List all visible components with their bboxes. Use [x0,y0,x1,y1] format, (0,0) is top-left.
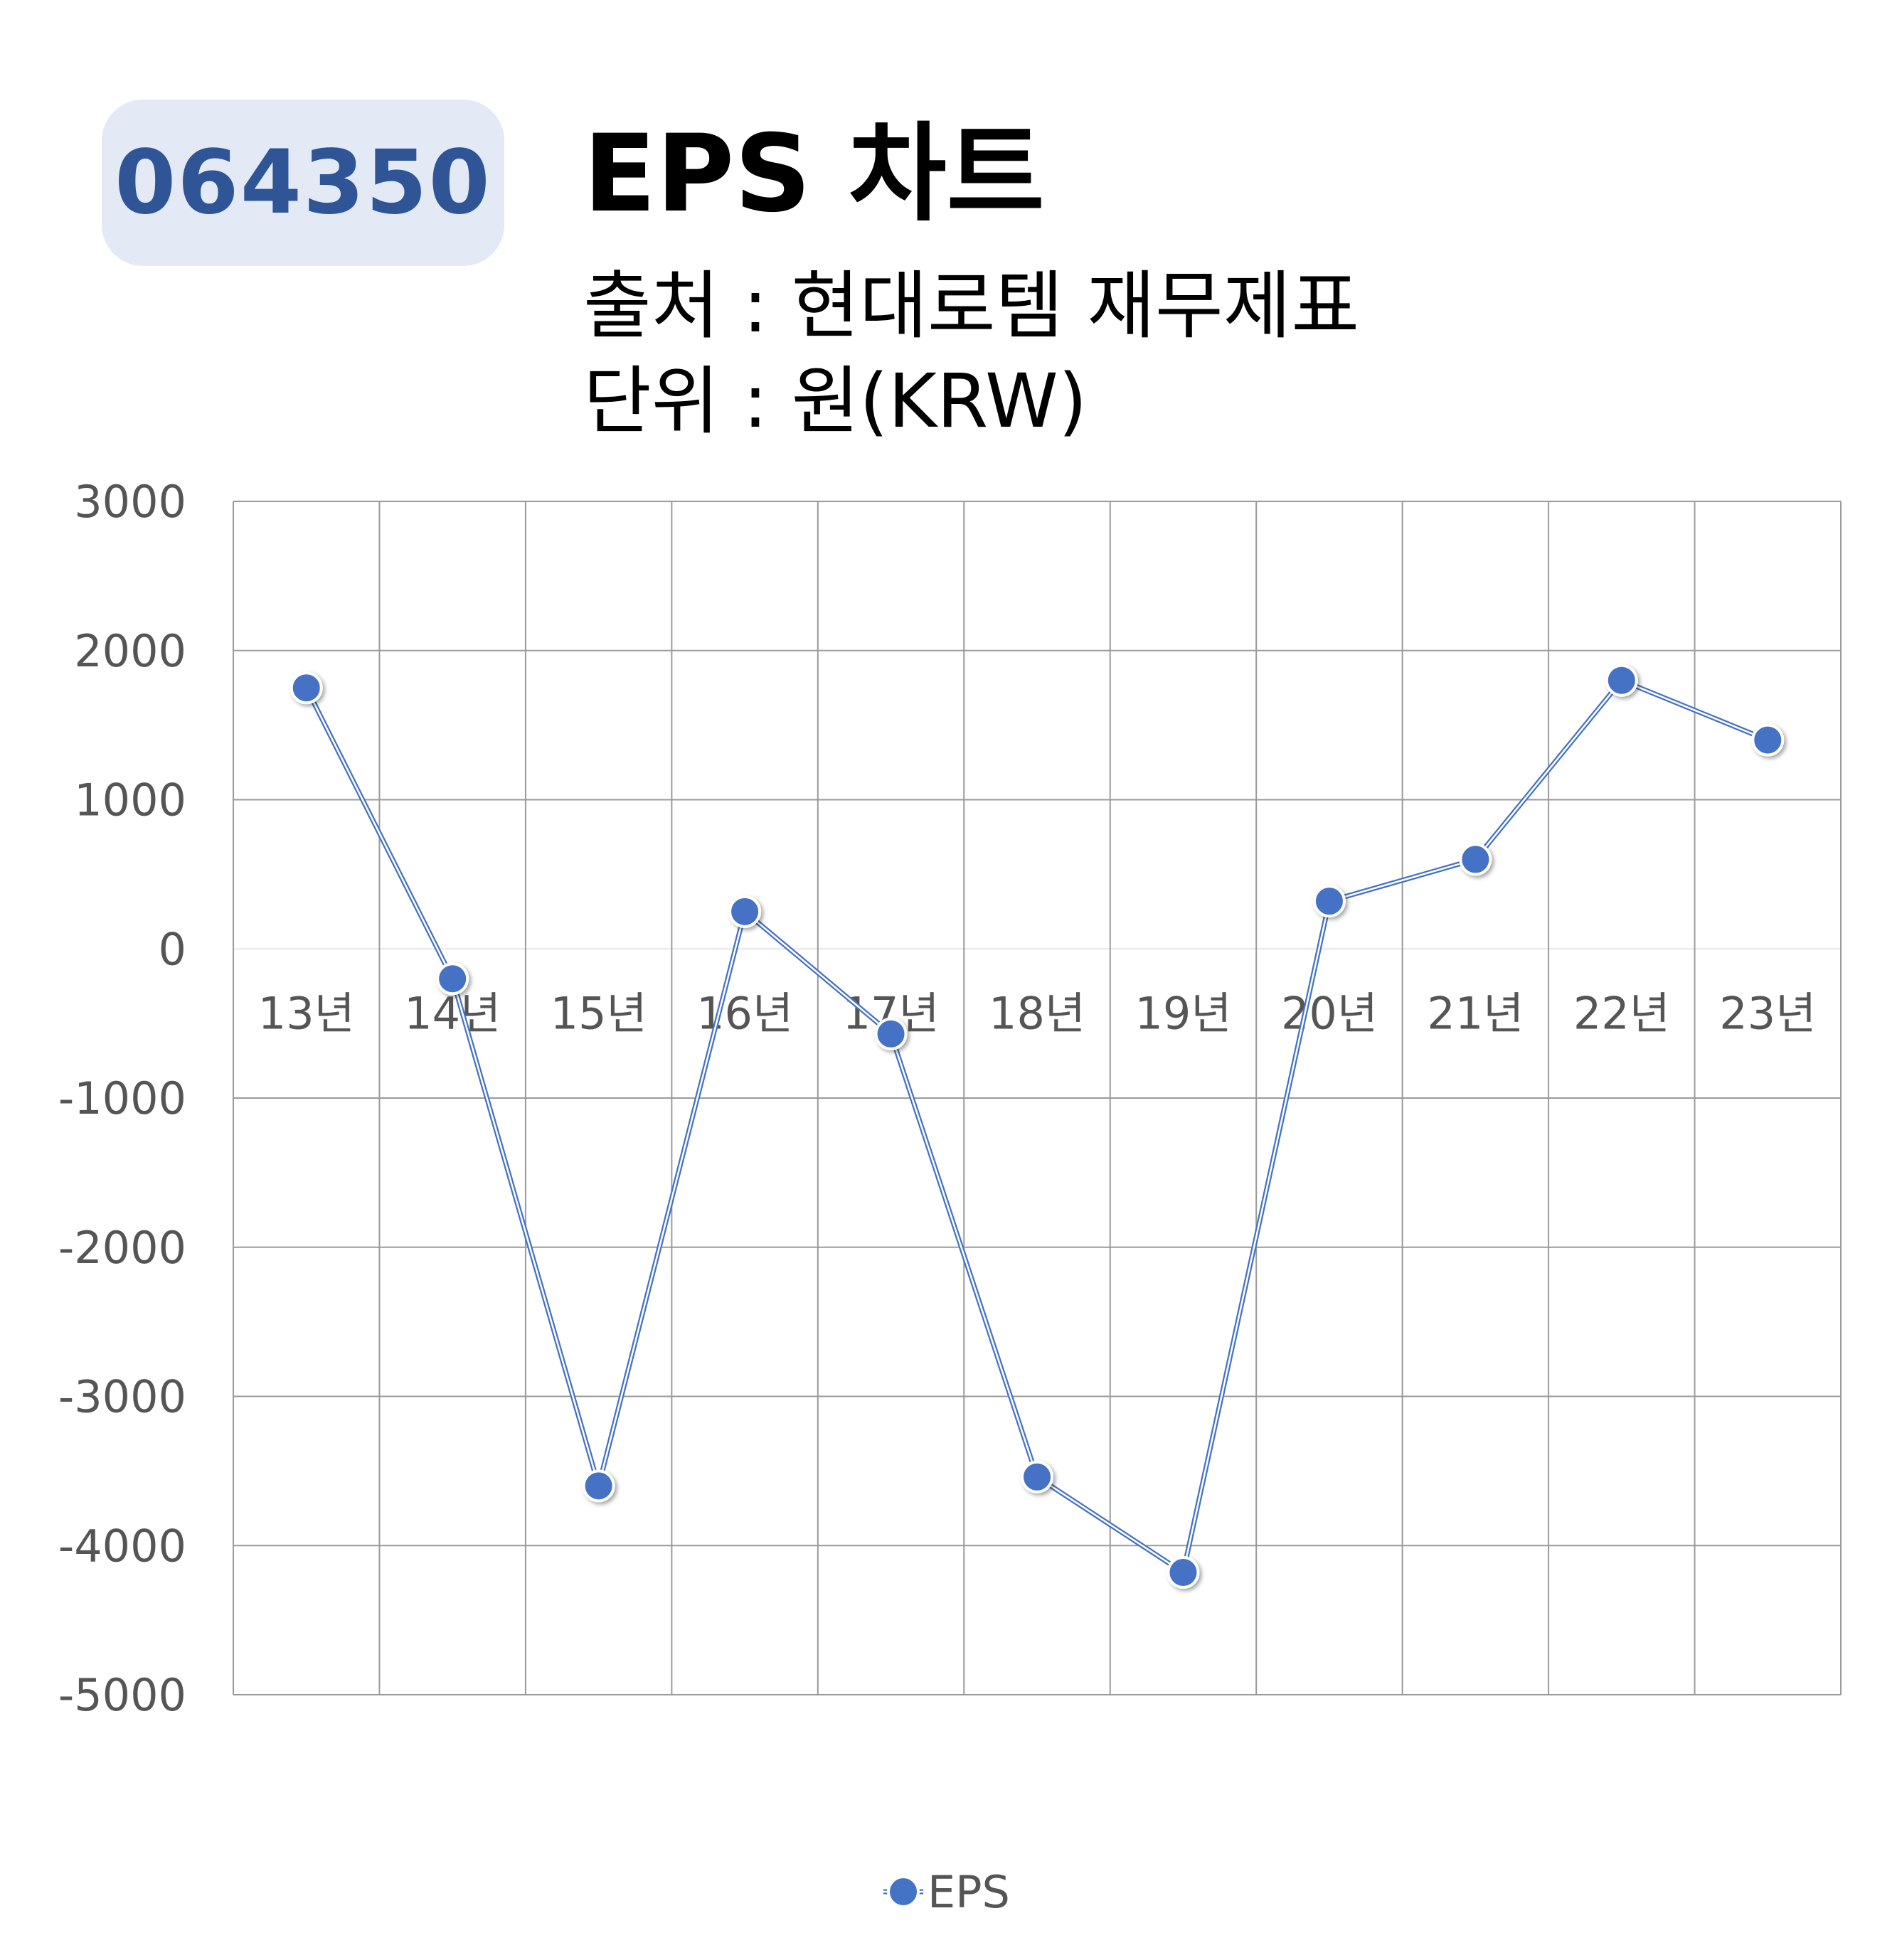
x-tick-label: 23년 [1719,987,1816,1039]
x-tick-label: 16년 [696,987,793,1039]
data-point [728,895,762,928]
x-tick-label: 18년 [989,987,1085,1039]
y-tick-label: 3000 [74,476,186,528]
data-point [289,671,323,705]
data-point [1751,723,1785,757]
x-tick-label: 20년 [1281,987,1378,1039]
data-point [1021,1460,1053,1493]
chart-title: EPS 차트 [583,112,1045,236]
data-point [874,1017,908,1050]
series-points [289,664,1785,1589]
data-point [582,1469,615,1503]
x-tick-label: 13년 [258,987,355,1039]
x-axis-ticks: 13년 14년 15년 16년 17년 18년 19년 20년 21년 22년 23년 [258,987,1816,1039]
x-tick-label: 19년 [1135,987,1231,1039]
source-text: 출처 : 현대로템 재무제표 [583,262,1360,349]
y-tick-label: -5000 [58,1669,186,1721]
data-point [1167,1556,1200,1589]
unit-text: 단위 : 원(KRW) [583,358,1088,444]
y-axis-ticks: 3000 2000 1000 0 -1000 -2000 -3000 -4000 -5000 [58,476,186,1721]
legend-marker [887,1875,920,1908]
data-point [1312,885,1346,918]
y-tick-label: -3000 [58,1371,186,1423]
y-tick-label: 1000 [74,774,186,826]
y-tick-label: -4000 [58,1520,186,1572]
ticker-badge: 064350 [102,100,504,266]
y-tick-label: -2000 [58,1222,186,1274]
y-tick-label: 2000 [74,625,186,677]
data-point [1459,843,1492,876]
x-tick-label: 21년 [1427,987,1524,1039]
x-tick-label: 22년 [1573,987,1670,1039]
y-tick-label: -1000 [58,1072,186,1124]
x-tick-label: 14년 [404,987,501,1039]
x-tick-label: 15년 [551,987,647,1039]
y-tick-label: 0 [159,923,186,975]
grid-lines [233,501,1842,1695]
legend-label: EPS [928,1866,1010,1918]
data-point [436,962,469,996]
legend: EPS [883,1866,1010,1918]
data-point [1605,664,1638,697]
